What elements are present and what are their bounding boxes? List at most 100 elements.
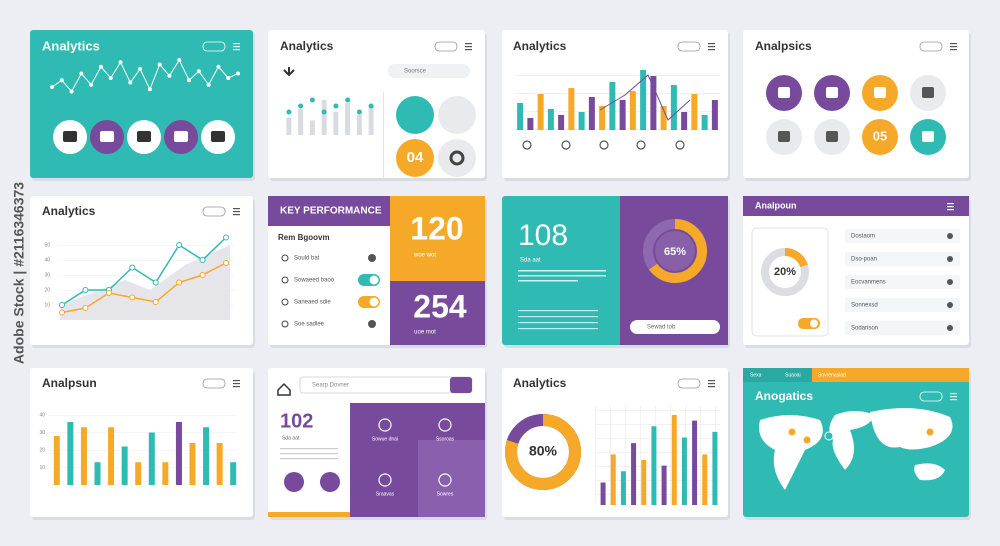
bar (629, 91, 636, 130)
badge: 05 (873, 128, 887, 143)
menu-pill (919, 41, 943, 52)
badge: 04 (407, 149, 424, 166)
bar (53, 436, 60, 485)
tile (396, 139, 434, 177)
menu-icon (378, 418, 392, 432)
grid-line (625, 405, 626, 505)
y-tick-label: 40 (44, 257, 50, 263)
item-label: Sowue dnai (372, 436, 398, 442)
menu-icon (950, 46, 957, 48)
bar (578, 112, 585, 130)
line-point (105, 290, 112, 296)
bar (558, 115, 565, 130)
donut-inner (655, 231, 695, 271)
tab-label: Sexa (750, 372, 762, 378)
row-bg (845, 275, 960, 289)
grid-line (595, 452, 720, 453)
line-point (89, 82, 94, 87)
menu-icon (947, 206, 954, 208)
map-continent (759, 415, 823, 490)
search-placeholder: Soorsce (404, 69, 427, 75)
text-line (518, 310, 598, 312)
card (743, 368, 969, 517)
line-point (176, 279, 183, 286)
grid-line (595, 410, 720, 411)
card-title: Analytics (42, 204, 96, 218)
bar (345, 102, 351, 135)
grid-line (48, 415, 238, 416)
grid-line (48, 432, 238, 433)
menu-icon (708, 46, 715, 48)
donut-label: 20% (774, 266, 796, 278)
map-pin (824, 431, 834, 441)
toggle-knob (369, 275, 379, 285)
divider (383, 92, 384, 178)
menu-icon (465, 46, 472, 48)
row-icon (281, 298, 289, 306)
map-continent (870, 408, 953, 450)
row-label: Sodarison (851, 326, 878, 332)
bar (108, 427, 115, 485)
bar (610, 454, 616, 505)
small-icon (636, 140, 646, 150)
menu-icon (438, 473, 452, 487)
bar (309, 120, 315, 135)
trend-line (599, 74, 691, 121)
grid-line (610, 405, 611, 505)
bottom-bar (268, 512, 350, 517)
menu-pill (202, 41, 226, 52)
row-bg (845, 229, 960, 243)
text-line (518, 322, 598, 324)
tile (438, 96, 476, 134)
toggle-knob (369, 297, 379, 307)
icon-circle (284, 472, 304, 492)
kpi-block (390, 281, 485, 345)
row-bg (845, 321, 960, 335)
line-point (187, 78, 192, 83)
bar (600, 482, 606, 505)
row-label: Eocvanmens (851, 280, 886, 286)
grid-line (595, 466, 720, 467)
kpi-note: uoe mot (414, 330, 436, 336)
slider-dot (333, 103, 339, 109)
bar (650, 76, 657, 130)
line-point (199, 272, 206, 278)
y-tick-label: 20 (39, 447, 45, 453)
slider-dot (345, 97, 351, 103)
bar (368, 105, 374, 135)
icon-glyph (826, 87, 838, 98)
donut-arc (505, 414, 581, 490)
watermark: Adobe Stock | #2116346373 (11, 182, 27, 364)
card-title: Anogatics (755, 389, 813, 403)
line-point (129, 264, 136, 271)
y-tick-label: 30 (44, 272, 50, 278)
grid-line (58, 260, 235, 261)
bar (619, 100, 626, 130)
menu-icon (708, 380, 715, 382)
kpi-value: 254 (413, 288, 467, 324)
small-icon (599, 140, 609, 150)
tab (870, 368, 969, 382)
row-icon (947, 256, 953, 262)
grid-line (640, 405, 641, 505)
search-box (630, 320, 720, 334)
bar (701, 115, 708, 130)
text-line (280, 453, 338, 455)
bar (356, 114, 362, 135)
slider-dot (309, 97, 315, 103)
menu-icon (233, 49, 240, 51)
menu-pill (919, 391, 943, 402)
menu-icon (233, 214, 240, 216)
tile (438, 139, 476, 177)
text-line (518, 328, 598, 330)
icon-glyph (174, 131, 188, 142)
bar (609, 82, 616, 130)
bar (203, 427, 210, 485)
subtitle: Rem Bgoovm (278, 233, 330, 242)
bar (547, 109, 554, 130)
icon-circle (862, 119, 898, 155)
small-icon (522, 140, 532, 150)
menu-icon (233, 383, 240, 385)
bar (702, 454, 708, 505)
